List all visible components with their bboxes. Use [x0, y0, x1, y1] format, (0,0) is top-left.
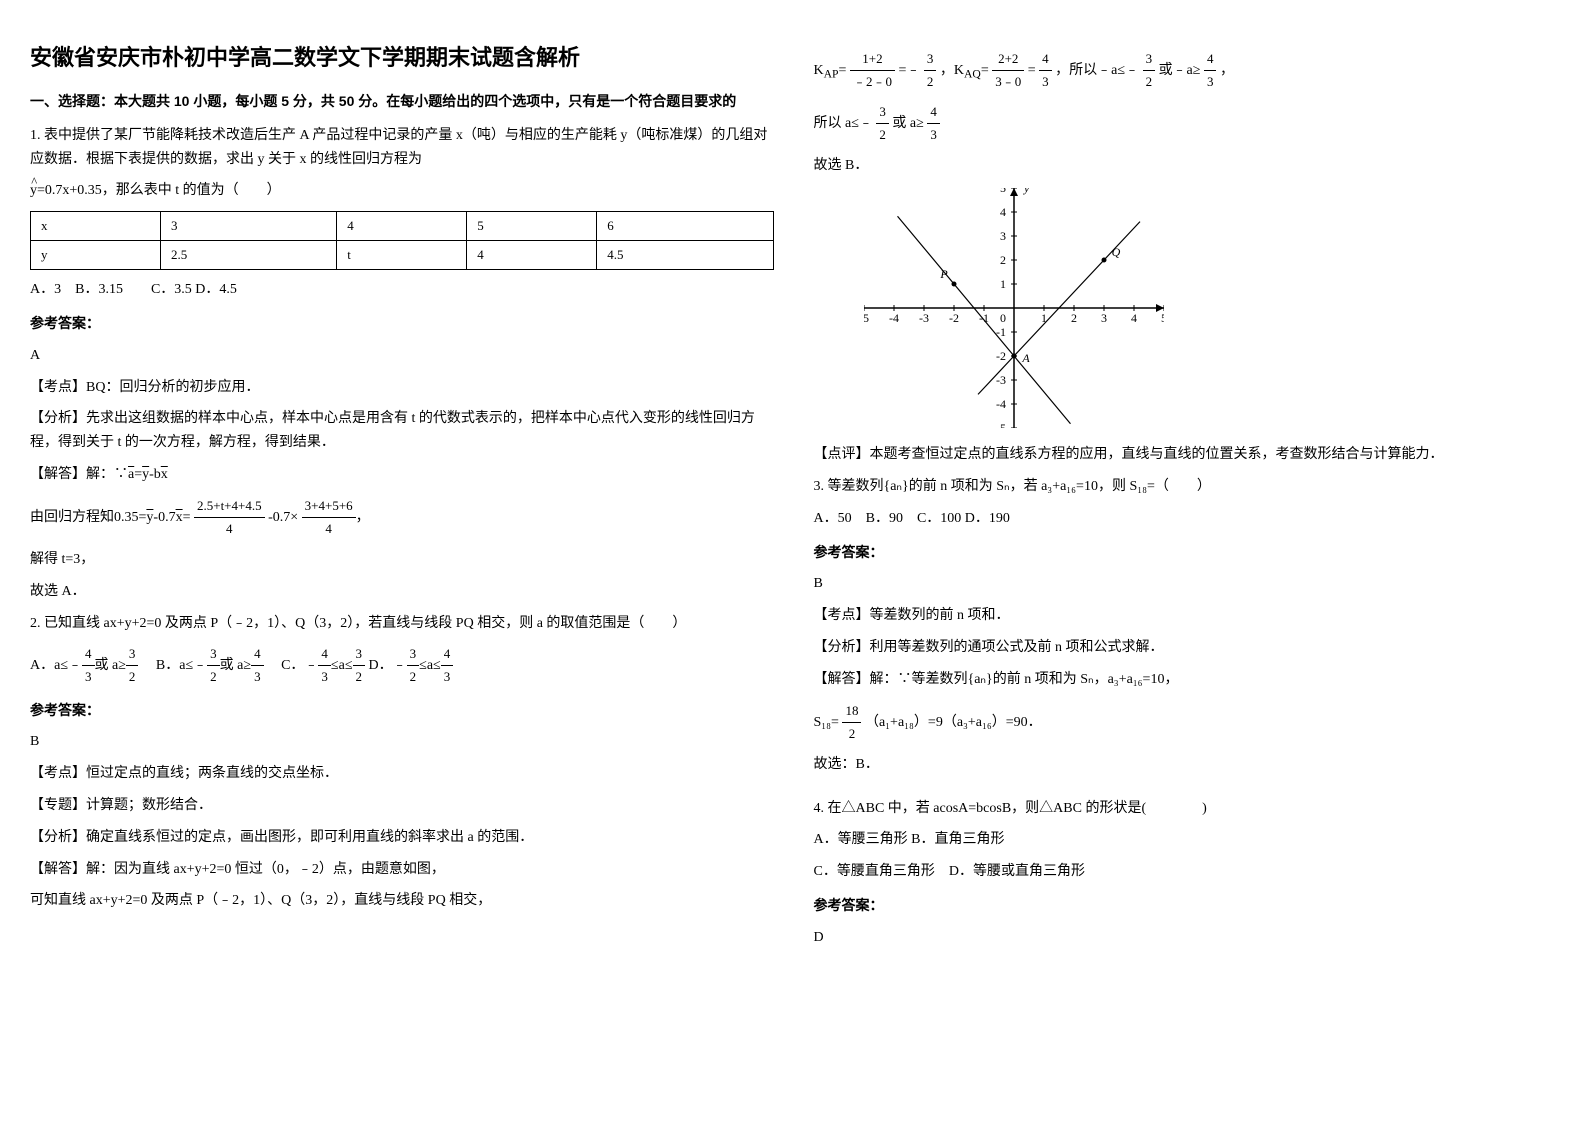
right-column: KAP= 1+2﹣2﹣0 =﹣ 32 ，KAQ= 2+23﹣0 = 43 ，所以… — [814, 40, 1558, 958]
q3-jieda1: 【解答】解：∵等差数列{aₙ}的前 n 项和为 Sₙ，a₃+a₁₆=10， — [814, 668, 1558, 692]
svg-text:2: 2 — [1071, 311, 1077, 325]
q4-optA: A．等腰三角形 B．直角三角形 — [814, 828, 1558, 852]
svg-text:4: 4 — [1131, 311, 1137, 325]
svg-text:-2: -2 — [996, 349, 1006, 363]
coordinate-graph: -5-4-3-2-112345-5-4-3-2-1123450xyPQA — [864, 188, 1164, 428]
svg-text:P: P — [939, 267, 948, 281]
answer-label: 参考答案： — [30, 312, 774, 336]
svg-text:-1: -1 — [979, 311, 989, 325]
svg-text:3: 3 — [1000, 229, 1006, 243]
svg-text:2: 2 — [1000, 253, 1006, 267]
q3-fenxi: 【分析】利用等差数列的通项公式及前 n 项和公式求解． — [814, 636, 1558, 660]
svg-text:5: 5 — [1161, 311, 1164, 325]
svg-text:-5: -5 — [864, 311, 869, 325]
q1-jieda4: 故选 A． — [30, 580, 774, 604]
q4-optC: C．等腰直角三角形 D．等腰或直角三角形 — [814, 860, 1558, 884]
q2-fenxi: 【分析】确定直线系恒过的定点，画出图形，即可利用直线的斜率求出 a 的范围． — [30, 826, 774, 850]
svg-text:1: 1 — [1041, 311, 1047, 325]
q1-kaodian: 【考点】BQ：回归分析的初步应用． — [30, 376, 774, 400]
q1-stem2: y=0.7x+0.35，那么表中 t 的值为（ ） — [30, 179, 774, 203]
svg-text:-4: -4 — [889, 311, 899, 325]
q2-zhuanti: 【专题】计算题；数形结合． — [30, 794, 774, 818]
svg-text:-2: -2 — [949, 311, 959, 325]
q3-stem: 3. 等差数列{aₙ}的前 n 项和为 Sₙ，若 a₃+a₁₆=10，则 S₁₈… — [814, 475, 1558, 499]
q1-jieda1: 【解答】解：∵a=y-bx — [30, 463, 774, 487]
svg-text:4: 4 — [1000, 205, 1006, 219]
q2-jieda4: 所以 a≤﹣ 32 或 a≥ 43 — [814, 101, 1558, 146]
page-title: 安徽省安庆市朴初中学高二数学文下学期期末试题含解析 — [30, 40, 774, 72]
table-row: y 2.5 t 4 4.5 — [31, 241, 774, 270]
table-row: x 3 4 5 6 — [31, 212, 774, 241]
answer-label: 参考答案： — [814, 894, 1558, 918]
q1-jieda2: 由回归方程知0.35=y-0.7x= 2.5+t+4+4.54 -0.7× 3+… — [30, 495, 774, 540]
q3-kaodian: 【考点】等差数列的前 n 项和． — [814, 604, 1558, 628]
q4-answer: D — [814, 926, 1558, 950]
q3-answer: B — [814, 572, 1558, 596]
q2-dianping: 【点评】本题考查恒过定点的直线系方程的应用，直线与直线的位置关系，考查数形结合与… — [814, 443, 1558, 467]
left-column: 安徽省安庆市朴初中学高二数学文下学期期末试题含解析 一、选择题：本大题共 10 … — [30, 40, 774, 958]
svg-text:0: 0 — [1000, 311, 1006, 325]
svg-text:3: 3 — [1101, 311, 1107, 325]
q2-kaodian: 【考点】恒过定点的直线；两条直线的交点坐标． — [30, 762, 774, 786]
q3-options: A．50 B．90 C．100 D．190 — [814, 507, 1558, 531]
q2-graph: -5-4-3-2-112345-5-4-3-2-1123450xyPQA — [864, 188, 1558, 433]
svg-text:5: 5 — [1000, 188, 1006, 195]
svg-text:y: y — [1023, 188, 1030, 195]
q1-answer: A — [30, 344, 774, 368]
q3-jieda2: S₁₈= 182 （a₁+a₁₈）=9（a₃+a₁₆）=90． — [814, 700, 1558, 745]
svg-text:-3: -3 — [996, 373, 1006, 387]
q2-options: A．a≤﹣43或 a≥32 B．a≤﹣32或 a≥43 C．﹣43≤a≤32 D… — [30, 643, 774, 688]
section-header: 一、选择题：本大题共 10 小题，每小题 5 分，共 50 分。在每小题给出的四… — [30, 90, 774, 114]
q2-jieda5: 故选 B． — [814, 154, 1558, 178]
svg-text:Q: Q — [1111, 245, 1120, 259]
answer-label: 参考答案： — [814, 541, 1558, 565]
svg-text:-4: -4 — [996, 397, 1006, 411]
q1-fenxi: 【分析】先求出这组数据的样本中心点，样本中心点是用含有 t 的代数式表示的，把样… — [30, 407, 774, 455]
q2-stem: 2. 已知直线 ax+y+2=0 及两点 P（﹣2，1）、Q（3，2），若直线与… — [30, 612, 774, 636]
q2-jieda2: 可知直线 ax+y+2=0 及两点 P（﹣2，1）、Q（3，2），直线与线段 P… — [30, 889, 774, 913]
q1-jieda3: 解得 t=3， — [30, 548, 774, 572]
svg-text:-5: -5 — [996, 421, 1006, 428]
svg-text:1: 1 — [1000, 277, 1006, 291]
q2-jieda1: 【解答】解：因为直线 ax+y+2=0 恒过（0，﹣2）点，由题意如图， — [30, 858, 774, 882]
answer-label: 参考答案： — [30, 699, 774, 723]
q1-stem1: 1. 表中提供了某厂节能降耗技术改造后生产 A 产品过程中记录的产量 x（吨）与… — [30, 124, 774, 172]
svg-text:A: A — [1021, 351, 1030, 365]
q1-options: A．3 B．3.15 C．3.5 D．4.5 — [30, 278, 774, 302]
q1-table: x 3 4 5 6 y 2.5 t 4 4.5 — [30, 211, 774, 270]
q4-stem: 4. 在△ABC 中，若 acosA=bcosB，则△ABC 的形状是( ) — [814, 797, 1558, 821]
q3-jieda3: 故选：B． — [814, 753, 1558, 777]
svg-text:-3: -3 — [919, 311, 929, 325]
q2-answer: B — [30, 730, 774, 754]
q2-jieda3: KAP= 1+2﹣2﹣0 =﹣ 32 ，KAQ= 2+23﹣0 = 43 ，所以… — [814, 48, 1558, 93]
